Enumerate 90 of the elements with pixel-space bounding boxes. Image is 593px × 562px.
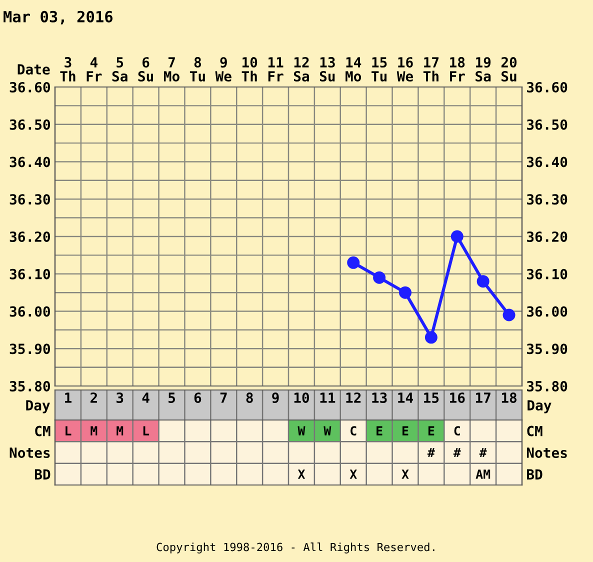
text: Copyright 1998-2016 - All Rights Reserved. bbox=[156, 542, 434, 554]
y2-tick-label: Notes bbox=[526, 448, 567, 458]
x-tick-label: 1 bbox=[65, 392, 72, 403]
x-tick-label: 11 Fr bbox=[268, 57, 284, 82]
y-tick-label: CM bbox=[35, 426, 50, 436]
x-tick-label: 20 Su bbox=[501, 57, 517, 82]
x-tick-label: 4 Fr bbox=[86, 57, 102, 82]
x-tick-label: 4 bbox=[142, 392, 150, 403]
x-tick-label: 16 bbox=[450, 392, 465, 403]
x-tick-label: 14 Mo bbox=[346, 57, 362, 82]
text: AM bbox=[476, 470, 490, 479]
text: W bbox=[324, 426, 332, 436]
x-tick-label: 12 bbox=[346, 392, 361, 403]
y2-tick-label: 36.10 bbox=[527, 268, 568, 280]
text: # bbox=[453, 448, 461, 458]
text: X bbox=[298, 470, 306, 479]
x-axis-title: Date bbox=[18, 64, 50, 75]
x-tick-label: 15 bbox=[424, 392, 439, 403]
text: Day bbox=[528, 400, 552, 414]
x-tick-label: 13 Su bbox=[320, 57, 335, 82]
y-tick-label: 36.20 bbox=[10, 231, 50, 242]
text: M bbox=[90, 426, 98, 436]
y-tick-label: 36.10 bbox=[10, 268, 50, 280]
x-tick-label: 10 bbox=[294, 392, 309, 403]
x-tick-label: 14 bbox=[398, 392, 413, 403]
x-tick-label: 5 Sa bbox=[112, 57, 128, 82]
x-tick-label: 6 Su bbox=[138, 57, 153, 82]
text: L bbox=[143, 426, 150, 436]
y-tick-label: Notes bbox=[10, 448, 50, 458]
x-tick-label: 19 Sa bbox=[476, 57, 491, 82]
y2-tick-label: 36.20 bbox=[527, 231, 568, 242]
y2-tick-label: 36.40 bbox=[527, 156, 568, 168]
y2-tick-label: 36.50 bbox=[527, 119, 568, 130]
y2-tick-label: CM bbox=[527, 426, 542, 436]
x-tick-label: 10 Th bbox=[242, 57, 258, 82]
x-tick-label: 5 bbox=[168, 392, 175, 403]
x-tick-label: 8 Tu bbox=[190, 57, 205, 82]
x-tick-label: 3 bbox=[116, 392, 124, 403]
text: E bbox=[402, 426, 408, 436]
x-tick-label: 9 bbox=[272, 392, 279, 404]
text: X bbox=[350, 470, 357, 479]
x-tick-label: 18 bbox=[502, 392, 517, 403]
y2-tick-label: 36.30 bbox=[527, 194, 568, 205]
text: E bbox=[376, 426, 382, 436]
y-tick-label: 36.60 bbox=[10, 82, 50, 92]
point bbox=[502, 308, 516, 322]
y2-tick-label: 36.00 bbox=[527, 306, 568, 317]
chart-title: Mar 03, 2016 bbox=[4, 10, 113, 24]
point bbox=[373, 271, 386, 284]
y2-tick-label: BD bbox=[527, 469, 542, 480]
x-tick-label: 17 bbox=[476, 392, 490, 403]
text: C bbox=[350, 426, 356, 436]
x-tick-label: 7 bbox=[220, 392, 227, 403]
x-tick-label: 13 bbox=[372, 392, 387, 403]
point bbox=[347, 256, 360, 269]
x-tick-label: 17 Th bbox=[423, 57, 439, 82]
y-tick-label: 36.40 bbox=[10, 156, 50, 168]
point bbox=[450, 230, 464, 243]
y-tick-label: 36.00 bbox=[10, 306, 50, 317]
x-tick-label: 3 Th bbox=[60, 57, 76, 82]
text: L bbox=[66, 426, 72, 436]
x-tick-label: 18 Fr bbox=[450, 57, 465, 82]
text: C bbox=[454, 426, 460, 436]
y-tick-label: 36.50 bbox=[10, 119, 50, 130]
x-tick-label: 16 We bbox=[396, 57, 414, 82]
text: M bbox=[116, 426, 124, 436]
y2-tick-label: 35.90 bbox=[527, 344, 568, 354]
x-tick-label: 9 We bbox=[215, 57, 232, 82]
text: X bbox=[402, 470, 409, 479]
x-tick-label: 12 Sa bbox=[294, 57, 309, 82]
x-tick-label: 2 bbox=[90, 392, 97, 403]
text: E bbox=[428, 426, 434, 436]
x-tick-label: 7 Mo bbox=[164, 57, 180, 82]
y2-tick-label: 35.80 bbox=[527, 380, 568, 392]
point bbox=[424, 331, 438, 344]
x-tick-label: 11 bbox=[320, 392, 336, 403]
y-tick-label: 36.30 bbox=[10, 194, 50, 205]
y2-tick-label: 36.60 bbox=[527, 82, 568, 92]
text: W bbox=[298, 426, 306, 436]
point bbox=[476, 275, 490, 288]
x-tick-label: 6 bbox=[194, 392, 202, 403]
point bbox=[399, 286, 412, 299]
x-axis-title: Day bbox=[26, 400, 50, 414]
y-tick-label: 35.90 bbox=[10, 344, 50, 354]
y-tick-label: BD bbox=[34, 469, 50, 480]
x-tick-label: 15 Tu bbox=[372, 57, 387, 82]
x-tick-label: 8 bbox=[246, 392, 253, 403]
y-tick-label: 35.80 bbox=[10, 380, 50, 392]
text: # bbox=[479, 448, 487, 458]
text: # bbox=[427, 448, 435, 458]
